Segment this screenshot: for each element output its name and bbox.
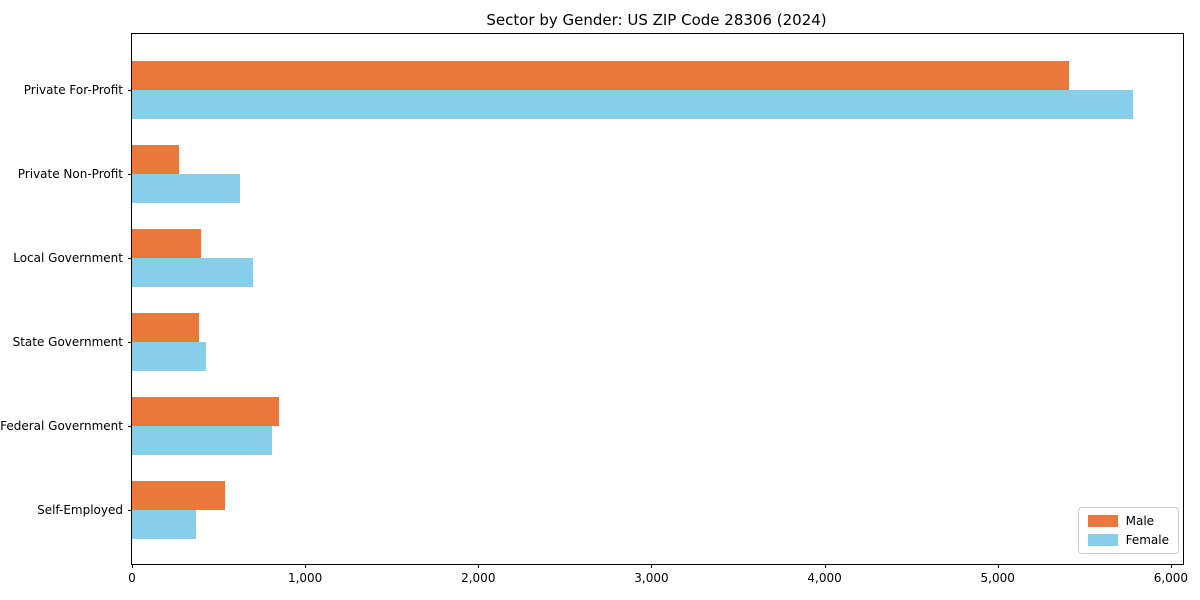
y-axis-tick <box>128 510 132 511</box>
legend-swatch-male <box>1087 515 1118 527</box>
y-axis-tick <box>128 342 132 343</box>
x-axis-tick-label: 6,000 <box>1153 571 1189 585</box>
y-axis-tick <box>128 426 132 427</box>
y-axis-label: Self-Employed <box>37 503 123 517</box>
x-axis-tick-label: 5,000 <box>980 571 1015 585</box>
y-axis-label: Federal Government <box>0 419 123 433</box>
x-axis-tick <box>478 564 480 568</box>
x-axis-tick-label: 1,000 <box>287 571 323 585</box>
x-axis-tick <box>305 564 307 568</box>
legend-item-male: Male <box>1087 514 1169 528</box>
x-axis-tick-label: 3,000 <box>634 571 669 585</box>
bar-female <box>132 510 197 539</box>
y-axis-tick <box>128 174 132 175</box>
legend-label: Male <box>1125 514 1155 528</box>
legend-swatch-female <box>1087 534 1118 546</box>
x-axis-tick <box>651 564 653 568</box>
x-axis-tick-label: 0 <box>128 571 136 585</box>
y-axis-tick <box>128 258 132 259</box>
plot-area: Male Female Private For-Profit Private Non… <box>0 33 1188 585</box>
bar-male <box>132 481 226 510</box>
legend-item-female: Female <box>1087 533 1169 547</box>
bar-male <box>132 313 199 342</box>
y-axis-tick <box>128 90 132 91</box>
chart-title: Sector by Gender: US ZIP Code 28306 (202… <box>486 11 827 29</box>
y-axis-label: Private Non-Profit <box>17 167 123 181</box>
legend: Male Female <box>1077 507 1179 554</box>
y-axis-label: Local Government <box>13 251 123 265</box>
bar-female <box>132 90 1133 119</box>
x-axis-tick-label: 2,000 <box>461 571 496 585</box>
bar-female <box>132 258 254 287</box>
x-axis-tick <box>997 564 999 568</box>
bar-female <box>132 342 207 371</box>
bar-female <box>132 426 273 455</box>
y-axis-label: State Government <box>12 335 123 349</box>
x-axis-tick <box>132 564 133 568</box>
bar-male <box>132 229 202 258</box>
x-axis-tick <box>1170 564 1172 568</box>
x-axis-tick-label: 4,000 <box>807 571 842 585</box>
x-axis-tick <box>824 564 826 568</box>
bar-female <box>132 174 241 203</box>
legend-label: Female <box>1125 533 1169 547</box>
y-axis-label: Private For-Profit <box>23 83 123 97</box>
bar-male <box>132 397 280 426</box>
bar-male <box>132 61 1069 90</box>
bar-male <box>132 145 179 174</box>
